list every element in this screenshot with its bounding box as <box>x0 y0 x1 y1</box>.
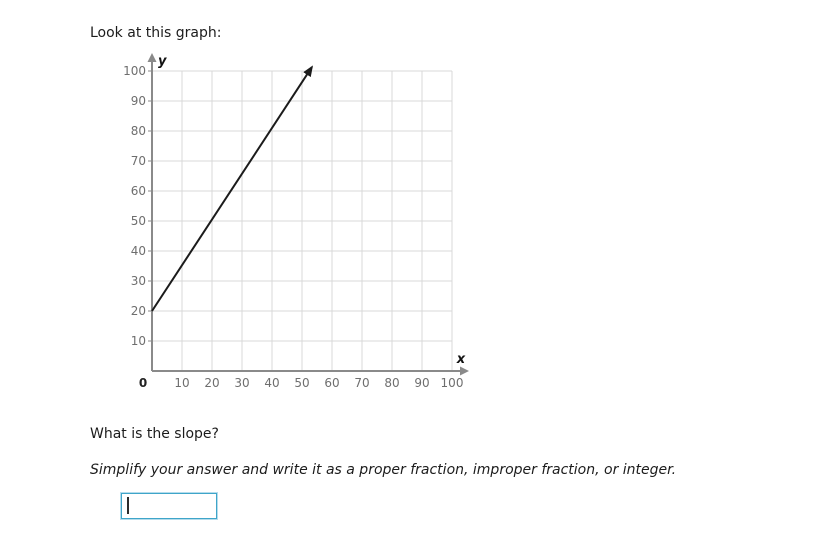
x-tick-label: 10 <box>174 376 189 390</box>
x-tick-label: 100 <box>441 376 464 390</box>
x-axis-label: x <box>456 352 466 367</box>
answer-input-box <box>120 492 218 520</box>
tick-labels: 10 20 30 40 50 60 70 80 90 100 10 20 30 40 50 60 70 80 90 1… <box>123 54 466 390</box>
x-tick-label: 40 <box>264 376 279 390</box>
slope-graph-svg: 10 20 30 40 50 60 70 80 90 100 10 20 30 40 50 60 70 80 90 1… <box>123 53 469 390</box>
y-tick-label: 90 <box>131 94 146 108</box>
y-tick-label: 20 <box>131 304 146 318</box>
y-tick-label: 30 <box>131 274 146 288</box>
x-tick-label: 30 <box>234 376 249 390</box>
y-axis-arrow <box>147 53 157 62</box>
answer-input[interactable] <box>120 492 218 520</box>
y-tick-label: 60 <box>131 184 146 198</box>
question-text: What is the slope? <box>90 426 219 442</box>
x-tick-label: 60 <box>324 376 339 390</box>
origin-label: 0 <box>139 376 147 390</box>
y-tick-label: 70 <box>131 154 146 168</box>
y-tick-label: 100 <box>123 64 146 78</box>
y-tick-label: 40 <box>131 244 146 258</box>
x-tick-label: 80 <box>384 376 399 390</box>
x-tick-label: 50 <box>294 376 309 390</box>
plot-line <box>151 65 313 312</box>
slope-graph: 10 20 30 40 50 60 70 80 90 100 10 20 30 40 50 60 70 80 90 1… <box>112 52 476 400</box>
axes <box>147 53 469 376</box>
y-tick-label: 50 <box>131 214 146 228</box>
x-axis-arrow <box>460 366 469 376</box>
x-tick-label: 90 <box>414 376 429 390</box>
y-tick-label: 80 <box>131 124 146 138</box>
instruction-text: Simplify your answer and write it as a p… <box>90 462 677 478</box>
y-tick-label: 10 <box>131 334 146 348</box>
x-tick-label: 20 <box>204 376 219 390</box>
x-tick-label: 70 <box>354 376 369 390</box>
grid <box>152 70 453 371</box>
prompt-intro: Look at this graph: <box>90 25 222 41</box>
y-axis-label: y <box>158 54 167 69</box>
